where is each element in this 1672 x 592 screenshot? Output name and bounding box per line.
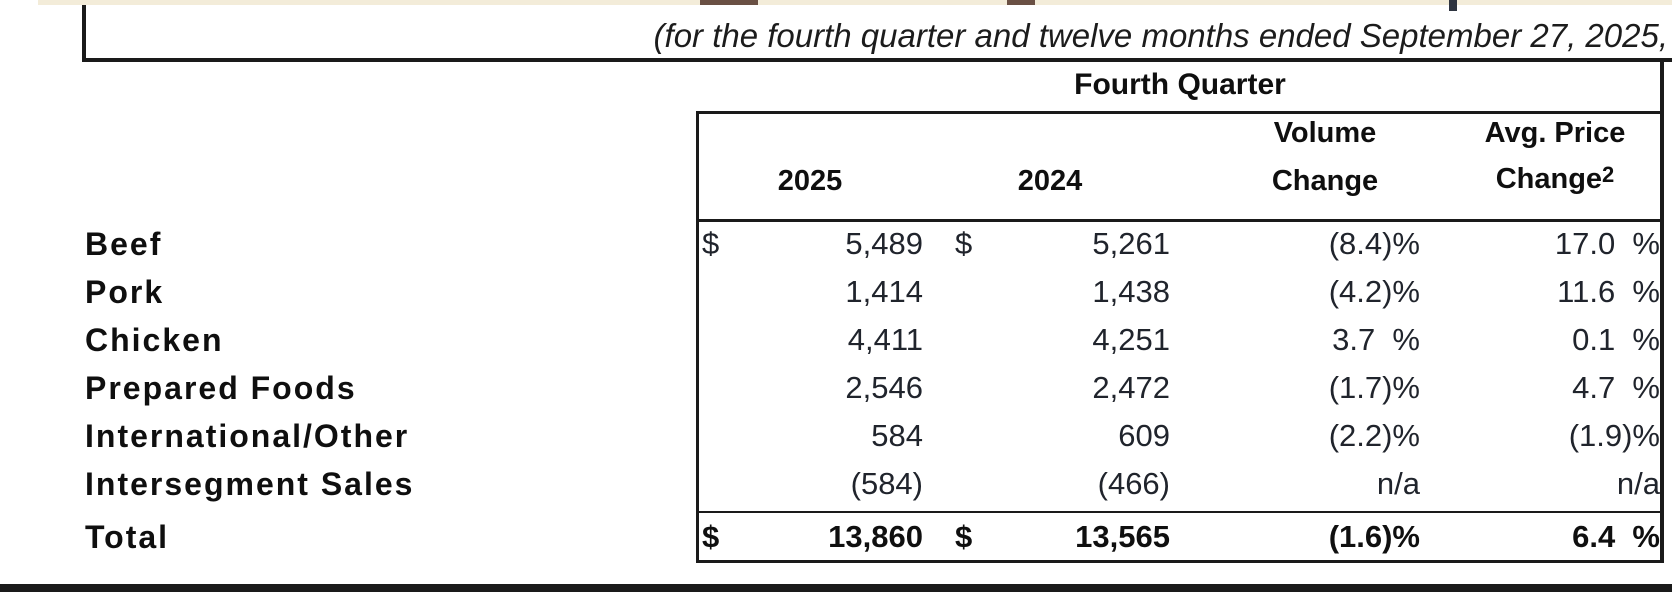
currency-symbol xyxy=(955,268,999,316)
header-bottom-rule xyxy=(696,219,1664,222)
row-label: Chicken xyxy=(85,322,224,358)
currency-symbol xyxy=(955,412,999,460)
currency-symbol xyxy=(955,316,999,364)
avg-price-change: 0.1 % xyxy=(1572,322,1660,357)
avg-price-change: n/a xyxy=(1616,466,1660,501)
table-box-right-border xyxy=(1660,60,1664,563)
strip-text-remnant xyxy=(1449,0,1457,11)
currency-symbol: $ xyxy=(955,519,973,554)
volume-change: (8.4)% xyxy=(1328,226,1420,261)
total-top-rule xyxy=(696,511,1664,513)
value-2025: 1,414 xyxy=(845,274,923,309)
left-cell-border xyxy=(82,5,86,62)
column-header-volume-change: Change xyxy=(1271,165,1379,197)
caption-italic: (for the fourth quarter and twelve month… xyxy=(653,17,1668,54)
strip-text-remnant xyxy=(700,0,758,5)
column-header-volume: Volume xyxy=(1273,117,1377,149)
strip-text-remnant xyxy=(1007,0,1035,5)
volume-change: (1.6)% xyxy=(1328,519,1420,554)
row-label: Pork xyxy=(85,274,165,310)
currency-symbol xyxy=(702,412,746,460)
currency-symbol: $ xyxy=(702,519,720,554)
value-2025: 584 xyxy=(871,418,923,453)
volume-change: (4.2)% xyxy=(1328,274,1420,309)
column-header-2024: 2024 xyxy=(1017,165,1083,197)
avg-price-change: 6.4 % xyxy=(1572,519,1660,554)
avg-price-change: 17.0 % xyxy=(1554,226,1660,261)
value-2024: 13,565 xyxy=(1075,519,1170,554)
value-2024: (466) xyxy=(1097,466,1170,501)
currency-symbol: $ xyxy=(955,226,973,261)
value-2025: 4,411 xyxy=(847,322,923,357)
value-2024: 609 xyxy=(1118,418,1170,453)
table-row: Chicken 4,411 4,251 3.7 % 0.1 % xyxy=(0,316,1672,364)
value-2025: 5,489 xyxy=(845,226,923,261)
value-2024: 5,261 xyxy=(1092,226,1170,261)
row-label: International/Other xyxy=(85,418,410,454)
top-horizontal-rule xyxy=(82,58,1672,62)
value-2024: 2,472 xyxy=(1092,370,1170,405)
avg-price-change: 4.7 % xyxy=(1572,370,1660,405)
table-box-left-border xyxy=(696,111,699,563)
table-box-top-border xyxy=(696,111,1664,114)
table-row: Prepared Foods 2,546 2,472 (1.7)% 4.7 % xyxy=(0,364,1672,412)
avg-price-change: (1.9)% xyxy=(1568,418,1660,453)
column-header-avg-price-change: Change2 xyxy=(1450,162,1660,196)
value-2025: (584) xyxy=(850,466,923,501)
column-header-avg-price: Avg. Price xyxy=(1484,117,1626,149)
table-row: Intersegment Sales (584) (466) n/a n/a xyxy=(0,460,1672,508)
currency-symbol: $ xyxy=(702,226,720,261)
column-header-2025: 2025 xyxy=(777,165,843,197)
table-total-row: Total $ 13,860 $ 13,565 (1.6)% 6.4 % xyxy=(0,513,1672,561)
currency-symbol xyxy=(955,460,999,508)
row-label: Beef xyxy=(85,226,163,262)
currency-symbol xyxy=(955,364,999,412)
value-2025: 13,860 xyxy=(828,519,923,554)
row-label: Total xyxy=(85,519,170,555)
volume-change: (2.2)% xyxy=(1328,418,1420,453)
value-2025: 2,546 xyxy=(845,370,923,405)
volume-change: n/a xyxy=(1376,466,1420,501)
currency-symbol xyxy=(702,460,746,508)
value-2024: 4,251 xyxy=(1092,322,1170,357)
row-label: Intersegment Sales xyxy=(85,466,415,502)
volume-change: (1.7)% xyxy=(1328,370,1420,405)
page-bottom-bar xyxy=(0,584,1672,592)
currency-symbol xyxy=(702,268,746,316)
row-label: Prepared Foods xyxy=(85,370,357,406)
table-row: International/Other 584 609 (2.2)% (1.9)… xyxy=(0,412,1672,460)
avg-price-change: 11.6 % xyxy=(1557,274,1660,309)
table-row: Pork 1,414 1,438 (4.2)% 11.6 % xyxy=(0,268,1672,316)
footnote-2-superscript: 2 xyxy=(1602,162,1615,187)
column-header-avg-price-change-text: Change xyxy=(1495,163,1603,195)
volume-change: 3.7 % xyxy=(1332,322,1420,357)
table-row: Beef $ 5,489 $ 5,261 (8.4)% 17.0 % xyxy=(0,220,1672,268)
top-beige-strip xyxy=(38,0,1672,5)
table-box-bottom-border xyxy=(696,560,1664,563)
currency-symbol xyxy=(702,316,746,364)
value-2024: 1,438 xyxy=(1092,274,1170,309)
currency-symbol xyxy=(702,364,746,412)
section-title: Fourth Quarter xyxy=(1074,68,1286,101)
